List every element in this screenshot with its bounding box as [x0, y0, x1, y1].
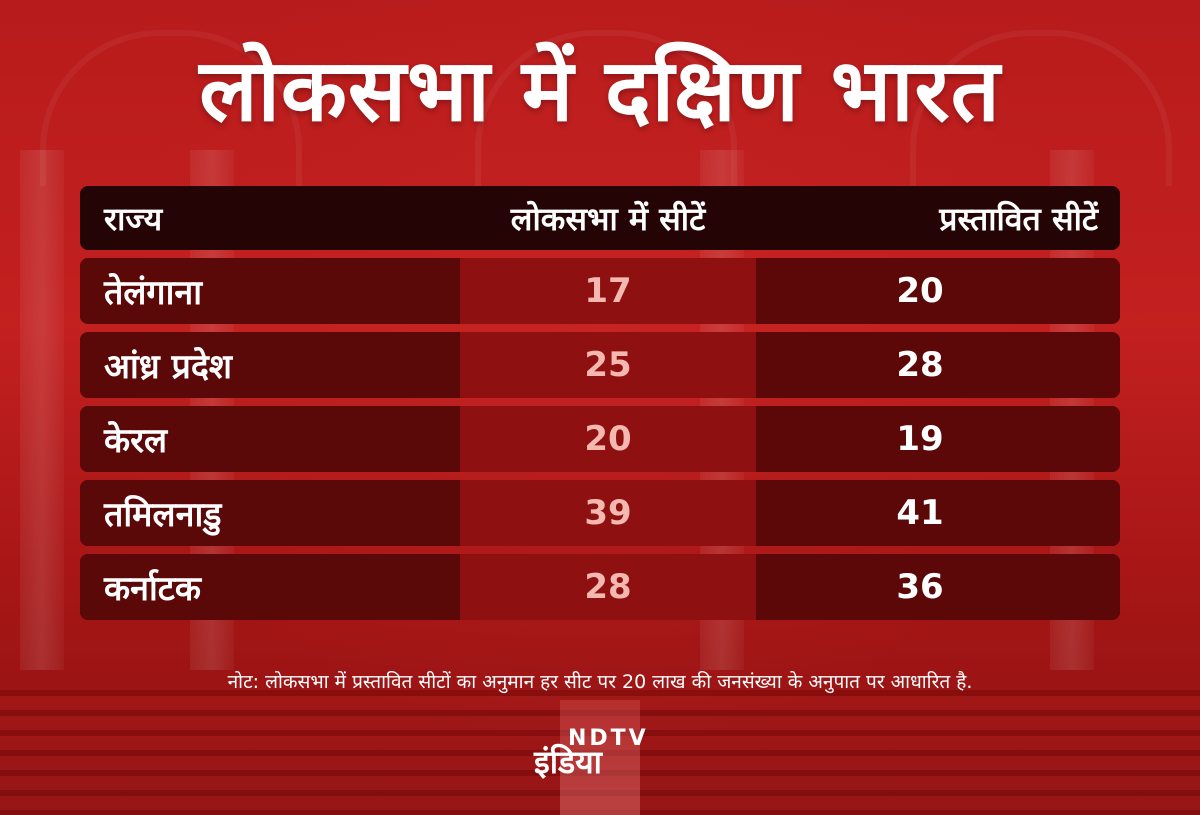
current-seats-value: 28 — [584, 567, 632, 607]
current-seats-value: 39 — [584, 493, 632, 533]
current-seats-value: 17 — [584, 271, 632, 311]
seats-table: राज्य लोकसभा में सीटें प्रस्तावित सीटें … — [80, 186, 1120, 628]
proposed-seats-value: 28 — [896, 345, 944, 385]
pillar-decoration — [20, 150, 64, 670]
state-name: केरल — [104, 421, 168, 461]
page-title: लोकसभा में दक्षिण भारत — [199, 41, 1001, 141]
table-row: आंध्र प्रदेश 25 28 — [80, 332, 1120, 398]
current-seats-value: 25 — [584, 345, 632, 385]
seat-rows-decoration — [0, 690, 1200, 815]
proposed-seats-value: 19 — [896, 419, 944, 459]
proposed-seats-value: 41 — [896, 493, 944, 533]
footnote: नोट: लोकसभा में प्रस्तावित सीटों का अनुम… — [227, 671, 973, 693]
table-row: तमिलनाडु 39 41 — [80, 480, 1120, 546]
state-name: कर्नाटक — [104, 569, 202, 609]
logo-text-bottom: इंडिया — [534, 743, 602, 781]
header-current-seats: लोकसभा में सीटें — [510, 199, 706, 238]
proposed-seats-value: 36 — [896, 567, 944, 607]
table-row: केरल 20 19 — [80, 406, 1120, 472]
state-name: तेलंगाना — [104, 273, 203, 313]
header-proposed-seats: प्रस्तावित सीटें — [939, 199, 1098, 238]
state-name: तमिलनाडु — [104, 495, 222, 535]
table-header-row: राज्य लोकसभा में सीटें प्रस्तावित सीटें — [80, 186, 1120, 250]
table-row: तेलंगाना 17 20 — [80, 258, 1120, 324]
state-name: आंध्र प्रदेश — [104, 347, 233, 387]
ndtv-india-logo: NDTV इंडिया — [534, 726, 668, 781]
header-state: राज्य — [104, 199, 163, 238]
table-row: कर्नाटक 28 36 — [80, 554, 1120, 620]
logo-text-top: NDTV — [568, 726, 649, 751]
aisle-decoration — [560, 700, 640, 815]
current-seats-value: 20 — [584, 419, 632, 459]
proposed-seats-value: 20 — [896, 271, 944, 311]
